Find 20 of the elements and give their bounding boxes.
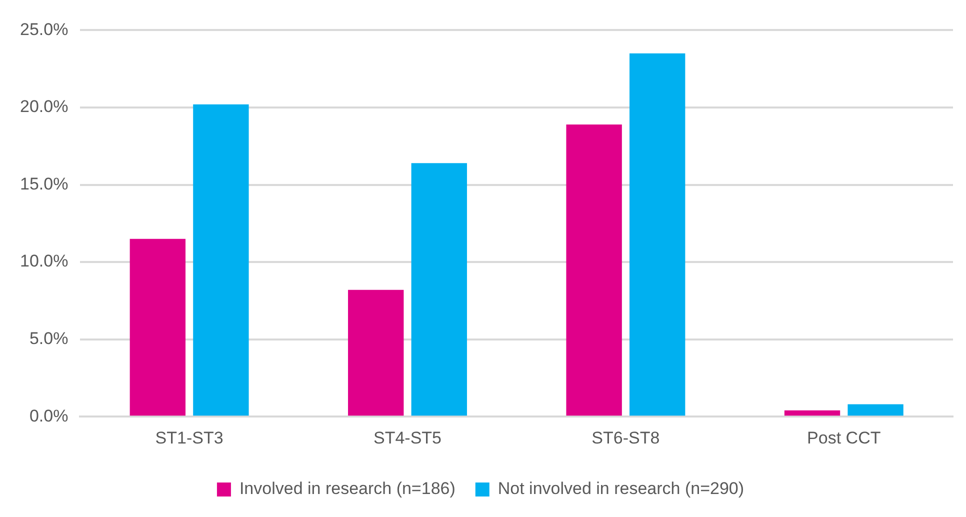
y-tick-label: 15.0% xyxy=(20,174,68,194)
bar xyxy=(348,290,404,416)
x-tick-label: ST1-ST3 xyxy=(155,428,224,448)
legend-label: Not involved in research (n=290) xyxy=(498,479,744,498)
x-tick-label: ST6-ST8 xyxy=(592,428,660,448)
bar xyxy=(784,410,840,416)
bar xyxy=(411,163,467,416)
bar xyxy=(629,53,686,416)
y-tick-label: 20.0% xyxy=(20,97,68,116)
bar xyxy=(130,238,186,416)
bar xyxy=(566,124,622,416)
y-tick-label: 10.0% xyxy=(20,252,68,271)
bar xyxy=(848,404,904,416)
legend-label: Involved in research (n=186) xyxy=(239,479,456,498)
x-tick-label: Post CCT xyxy=(807,428,881,448)
bar xyxy=(193,104,249,416)
y-tick-label: 0.0% xyxy=(29,406,68,426)
x-tick-label: ST4-ST5 xyxy=(373,428,442,448)
y-tick-label: 25.0% xyxy=(20,20,68,39)
y-tick-label: 5.0% xyxy=(29,329,68,348)
